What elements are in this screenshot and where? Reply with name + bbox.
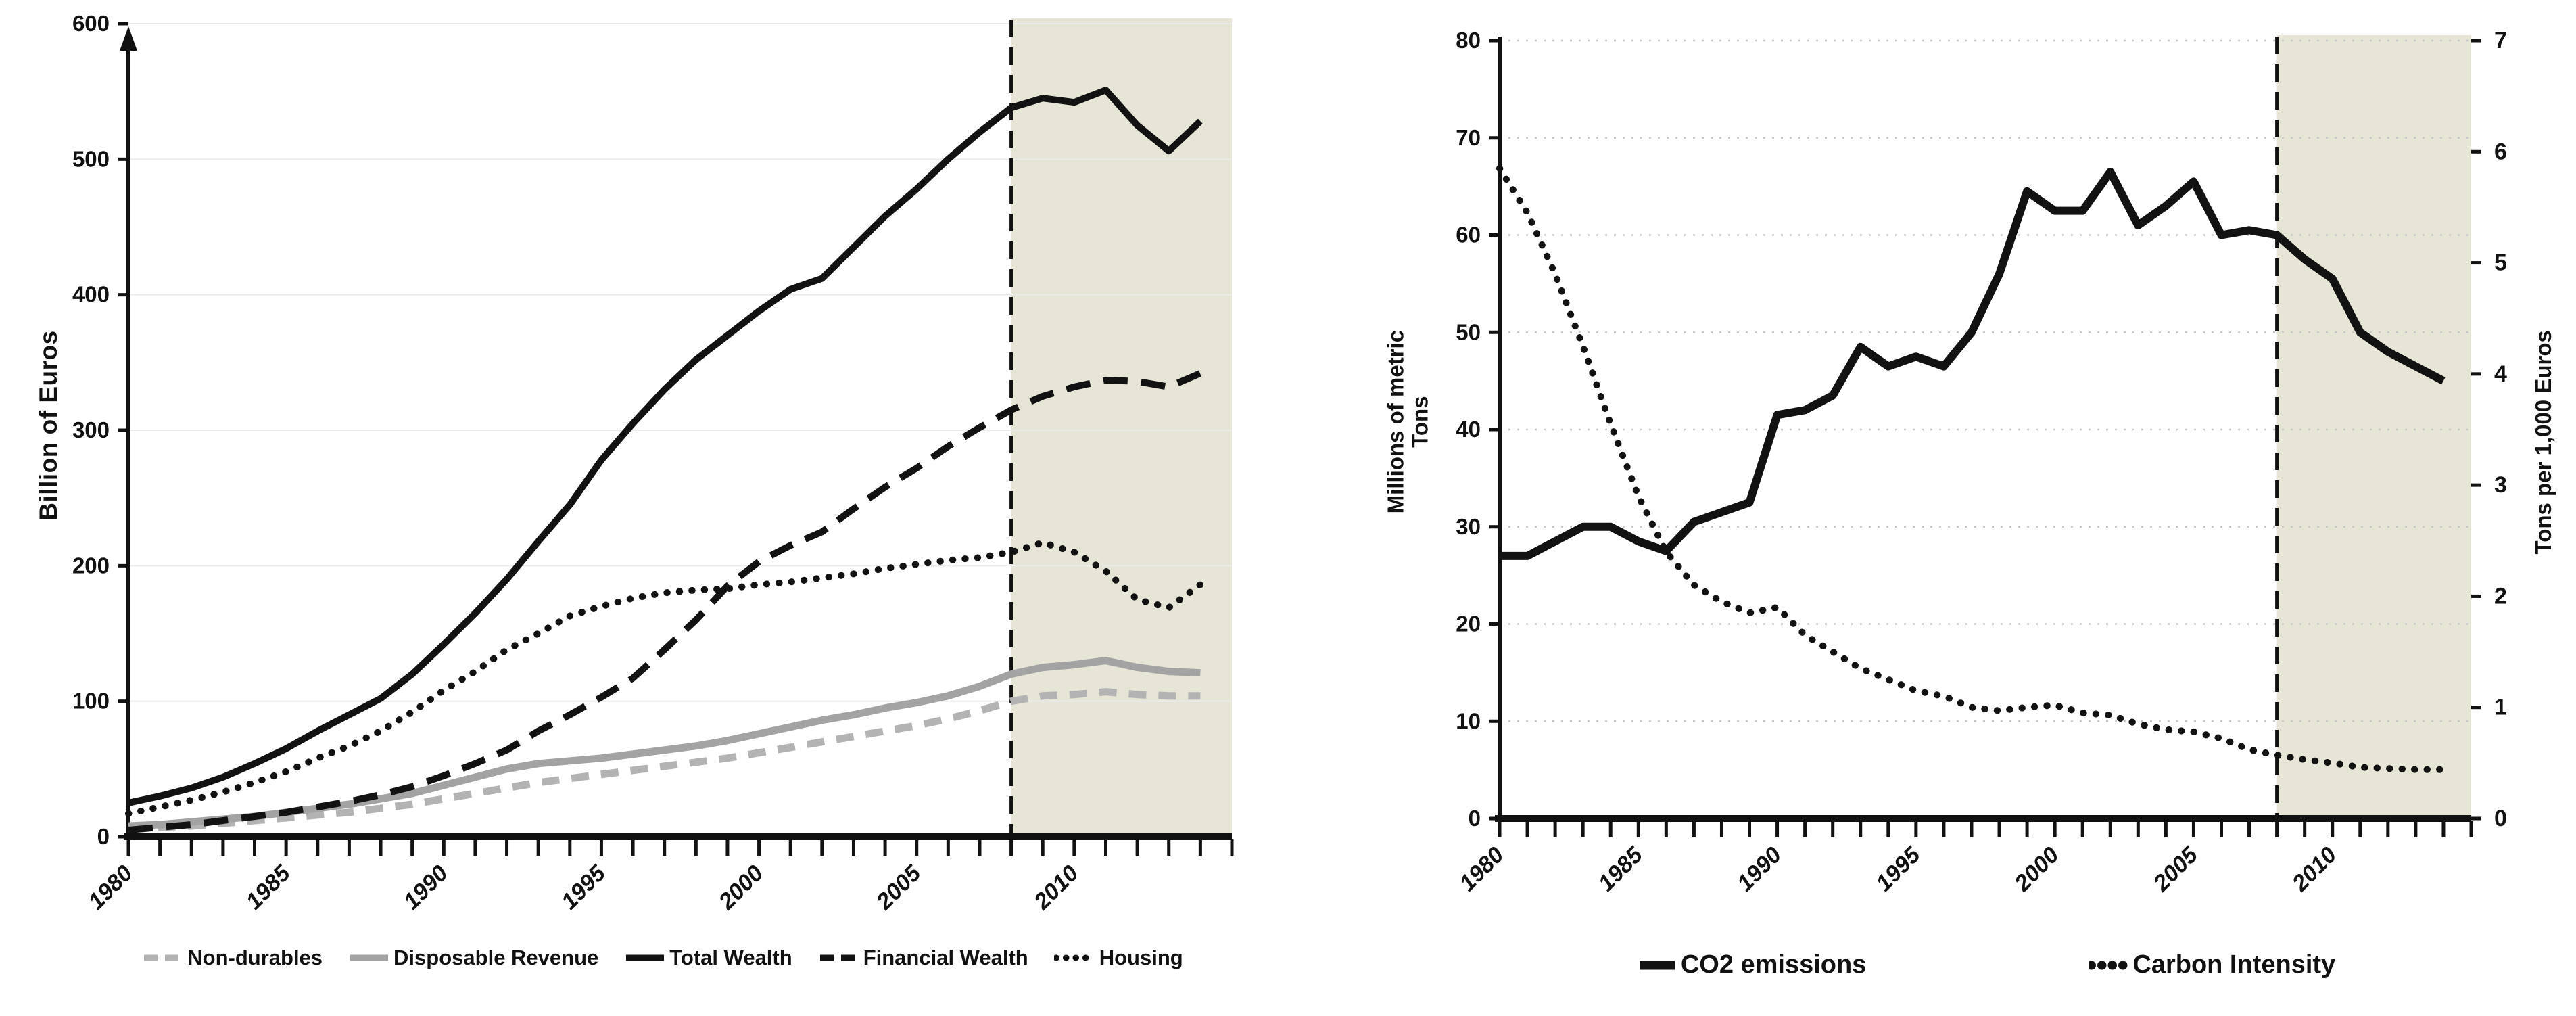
legend-item-disposable-revenue: Disposable Revenue	[348, 946, 598, 970]
y-right-tick-label-1: 1	[2494, 695, 2507, 720]
legend-item-carbon-intensity: Carbon Intensity	[2089, 950, 2335, 979]
legend-label: Total Wealth	[669, 946, 792, 969]
x-tick-label-2005: 2005	[2148, 841, 2203, 897]
series-co2-emissions	[1500, 168, 2446, 560]
x-tick-label-1985: 1985	[1594, 841, 1648, 896]
y-tick-label-300: 300	[72, 417, 110, 442]
legend-swatch-solid	[1639, 961, 1675, 969]
legend-item-housing: Housing	[1053, 946, 1183, 970]
co2-right-y-axis-title: Tons per 1,000 Euros	[2531, 330, 2556, 555]
y-right-tick-label-4: 4	[2494, 361, 2507, 387]
series-non-durables	[128, 688, 1201, 833]
x-tick-label-2010: 2010	[2287, 842, 2341, 897]
co2-legend: CO2 emissions Carbon Intensity	[1500, 950, 2473, 979]
x-tick-label-2000: 2000	[2009, 842, 2064, 897]
series-carbon-intensity	[1496, 164, 2447, 773]
x-tick-label-1990: 1990	[1732, 842, 1786, 896]
legend-item-co2-emissions: CO2 emissions	[1638, 950, 1867, 979]
x-label-group-1985: 1985	[1594, 841, 1648, 896]
series-total-wealth	[127, 87, 1203, 806]
y-tick-label-0: 0	[1469, 806, 1481, 831]
x-tick-label-1980: 1980	[1454, 842, 1508, 896]
y-tick-label-30: 30	[1456, 514, 1481, 539]
y-tick-label-400: 400	[72, 282, 110, 307]
y-axis-arrow	[120, 26, 137, 51]
x-label-group-1990: 1990	[1732, 842, 1786, 896]
y-tick-label-50: 50	[1456, 319, 1481, 344]
wealth-y-axis-title: Billion of Euros	[34, 330, 62, 521]
y-tick-label-100: 100	[72, 689, 110, 714]
legend-label: Non-durables	[187, 946, 323, 969]
legend-swatch-dashed	[144, 954, 183, 961]
y-tick-label-80: 80	[1456, 28, 1481, 53]
series-disposable-revenue	[128, 657, 1201, 830]
legend-label: Housing	[1099, 946, 1183, 969]
co2-left-y-axis-title: Millions of metric Tons	[1383, 329, 1432, 514]
y-tick-label-60: 60	[1456, 223, 1481, 248]
legend-swatch-dotted	[1053, 954, 1096, 961]
x-label-group-2005: 2005	[2148, 841, 2203, 897]
legend-label: Financial Wealth	[863, 946, 1028, 969]
y-tick-label-40: 40	[1456, 417, 1481, 442]
y-right-tick-label-7: 7	[2494, 28, 2507, 53]
y-right-tick-label-0: 0	[2494, 806, 2507, 831]
legend-swatch-dashed	[819, 954, 858, 961]
legend-swatch-solid	[350, 954, 389, 961]
legend-label: CO2 emissions	[1680, 950, 1867, 979]
legend-label: Disposable Revenue	[393, 946, 599, 969]
y-right-tick-label-2: 2	[2494, 583, 2507, 609]
legend-swatch-dotted	[2089, 961, 2129, 969]
x-label-group-2010: 2010	[2287, 842, 2341, 897]
x-label-group-2000: 2000	[2009, 842, 2064, 897]
x-label-group-1980: 1980	[1454, 842, 1508, 896]
x-tick-label-1995: 1995	[1871, 841, 1926, 896]
forecast-shaded-region	[2276, 35, 2471, 818]
series-financial-wealth	[128, 370, 1202, 833]
y-right-tick-label-6: 6	[2494, 139, 2507, 164]
y-tick-label-20: 20	[1456, 611, 1481, 637]
y-tick-label-10: 10	[1456, 708, 1481, 733]
legend-item-non-durables: Non-durables	[142, 946, 323, 970]
legend-label: Carbon Intensity	[2132, 950, 2336, 979]
y-tick-label-200: 200	[72, 553, 110, 578]
y-right-tick-label-3: 3	[2494, 472, 2507, 498]
y-tick-label-600: 600	[72, 11, 110, 36]
legend-item-financial-wealth: Financial Wealth	[818, 946, 1028, 970]
y-tick-label-500: 500	[72, 146, 110, 171]
legend-item-total-wealth: Total Wealth	[624, 946, 792, 970]
wealth-legend: Non-durables Disposable Revenue Total Weal…	[81, 946, 1244, 970]
series-housing	[125, 539, 1204, 817]
forecast-shaded-region	[1011, 18, 1232, 837]
y-tick-label-0: 0	[97, 824, 110, 849]
legend-swatch-solid	[626, 954, 665, 961]
x-label-group-1995: 1995	[1871, 841, 1926, 896]
y-tick-label-70: 70	[1456, 125, 1481, 150]
y-right-tick-label-5: 5	[2494, 250, 2507, 276]
